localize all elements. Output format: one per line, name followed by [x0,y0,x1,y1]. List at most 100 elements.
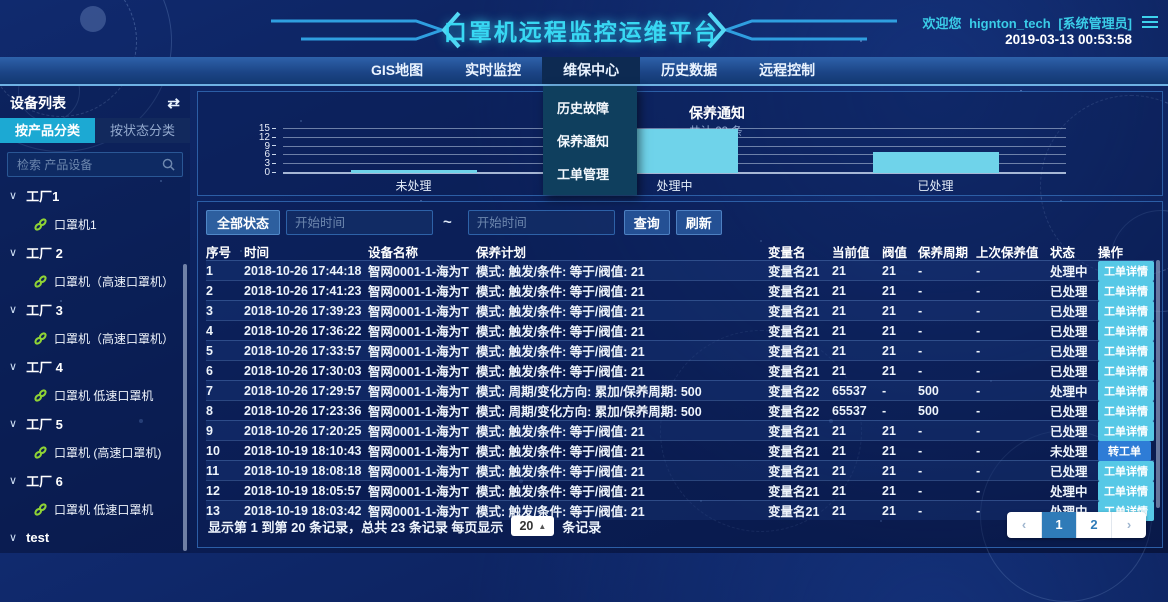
order-detail-button[interactable]: 工单详情 [1098,460,1154,481]
tree-device-label: 口罩机1 [54,217,97,232]
table-cell: 21 [882,423,896,438]
table-cell: 2018-10-26 17:44:18 [244,263,362,278]
table-cell: 已处理 [1050,405,1088,419]
nav-item[interactable]: 维保中心 [542,57,641,84]
record-summary: 显示第 1 到第 20 条记录，总共 23 条记录 每页显示 [208,519,504,535]
page-size-select[interactable]: 20 ▲ [511,516,555,536]
table-cell: 21 [882,303,896,318]
order-detail-button[interactable]: 工单详情 [1098,320,1154,341]
tree-device-item[interactable]: 口罩机 低速口罩机 [0,495,190,523]
table-cell: 21 [832,323,846,338]
table-cell: 变量名21 [768,305,820,319]
table-cell: 智网0001-1-海为T [368,345,469,359]
chart-bar [872,152,999,173]
order-detail-button[interactable]: 工单详情 [1098,400,1154,421]
tab-by-product[interactable]: 按产品分类 [0,118,95,143]
table-cell: 已处理 [1050,305,1088,319]
table-cell: 变量名21 [768,445,820,459]
table-cell: 模式: 触发/条件: 等于/阀值: 21 [476,265,645,279]
tree-device-item[interactable]: 口罩机（高速口罩机） [0,267,190,295]
dropdown-item[interactable]: 保养通知 [557,134,610,149]
tree-group[interactable]: ∨ 工厂 6 [0,466,190,495]
tree-group[interactable]: ∨ 工厂 2 [0,238,190,267]
device-tree: ∨ 工厂1 口罩机1 ∨ 工厂 2 口罩机（高速口罩机） ∨ 工厂 3 口罩机（高速口罩机） ∨ 工… [0,181,190,552]
chart-xtick-label: 已处理 [917,179,954,193]
table-scrollbar[interactable] [1156,260,1160,508]
order-detail-button[interactable]: 工单详情 [1098,340,1154,361]
table-cell: 2 [206,283,213,298]
query-button[interactable]: 查询 [623,210,670,235]
table-cell: 65537 [832,383,867,398]
table-cell-action: 转工单 [1098,440,1156,461]
order-detail-button[interactable]: 工单详情 [1098,300,1154,321]
tree-group[interactable]: ∨ test [0,523,190,552]
menu-icon[interactable] [1142,16,1158,28]
table-cell: 智网0001-1-海为T [368,405,469,419]
table-cell: 8 [206,403,213,418]
title-decoration-right [707,11,897,49]
table-cell: 21 [832,283,846,298]
swap-icon[interactable]: ⇄ [167,95,180,112]
table-cell: 模式: 触发/条件: 等于/阀值: 21 [476,345,645,359]
tree-group[interactable]: ∨ 工厂 4 [0,352,190,381]
table-cell: - [918,283,923,298]
refresh-button[interactable]: 刷新 [675,210,722,235]
end-time-input[interactable] [467,210,615,235]
tree-device-item[interactable]: 口罩机1 [0,210,190,238]
tree-device-item[interactable]: 口罩机 (高速口罩机) [0,438,190,466]
start-time-input[interactable] [286,210,434,235]
table-cell: 变量名22 [768,385,820,399]
nav-item[interactable]: 历史数据 [661,62,718,78]
tree-group[interactable]: ∨ 工厂 3 [0,295,190,324]
device-search-input[interactable] [15,156,162,173]
table-cell: 2018-10-19 18:08:18 [244,463,362,478]
table-cell: 模式: 触发/条件: 等于/阀值: 21 [476,505,645,519]
table-cell: - [976,463,981,478]
table-cell: 5 [206,343,213,358]
next-page-button[interactable]: › [1111,512,1146,538]
order-detail-button[interactable]: 工单详情 [1098,260,1154,281]
table-cell: 变量名21 [768,265,820,279]
tab-by-status[interactable]: 按状态分类 [95,118,190,143]
pagination: ‹ 1 2 › [1007,512,1146,538]
column-header: 保养周期 [918,246,969,260]
table-cell: - [976,303,981,318]
table-cell: - [918,343,923,358]
table-cell: 模式: 触发/条件: 等于/阀值: 21 [476,285,645,299]
table-cell: 模式: 触发/条件: 等于/阀值: 21 [476,325,645,339]
tree-group[interactable]: ∨ 工厂1 [0,181,190,210]
welcome-prefix: 欢迎您 [922,16,962,31]
search-icon[interactable] [162,158,175,171]
tree-device-item[interactable]: 口罩机（高速口罩机） [0,324,190,352]
table-cell: 变量名21 [768,285,820,299]
page-button[interactable]: 1 [1041,512,1076,538]
tree-group[interactable]: ∨ 工厂 5 [0,409,190,438]
table-cell: 21 [882,323,896,338]
status-filter-button[interactable]: 全部状态 [206,210,281,235]
transfer-order-button[interactable]: 转工单 [1098,440,1151,461]
nav-item[interactable]: GIS地图 [371,62,424,78]
table-cell: 模式: 触发/条件: 等于/阀值: 21 [476,465,645,479]
table-row: 4 2018-10-26 17:36:22 智网0001-1-海为T 模式: 触发/条… [206,320,1154,341]
prev-page-button[interactable]: ‹ [1021,517,1027,532]
dropdown-item[interactable]: 历史故障 [557,101,610,116]
tree-device-item[interactable]: 口罩机 低速口罩机 [0,381,190,409]
link-icon [34,445,47,459]
page-button[interactable]: 2 [1076,512,1111,538]
order-detail-button[interactable]: 工单详情 [1098,420,1154,441]
sidebar-scrollbar[interactable] [183,264,187,551]
table-cell: 6 [206,363,213,378]
nav-item[interactable]: 实时监控 [465,62,522,78]
table-cell: 2018-10-26 17:33:57 [244,343,362,358]
table-cell: 10 [206,443,220,458]
table-row: 6 2018-10-26 17:30:03 智网0001-1-海为T 模式: 触发/条… [206,360,1154,381]
order-detail-button[interactable]: 工单详情 [1098,480,1154,501]
order-detail-button[interactable]: 工单详情 [1098,280,1154,301]
order-detail-button[interactable]: 工单详情 [1098,360,1154,381]
table-cell: 21 [882,483,896,498]
column-header: 序号 [206,246,232,260]
dropdown-item[interactable]: 工单管理 [557,167,610,182]
table-row: 2 2018-10-26 17:41:23 智网0001-1-海为T 模式: 触发/条… [206,280,1154,301]
nav-item[interactable]: 远程控制 [759,62,816,78]
order-detail-button[interactable]: 工单详情 [1098,380,1154,401]
